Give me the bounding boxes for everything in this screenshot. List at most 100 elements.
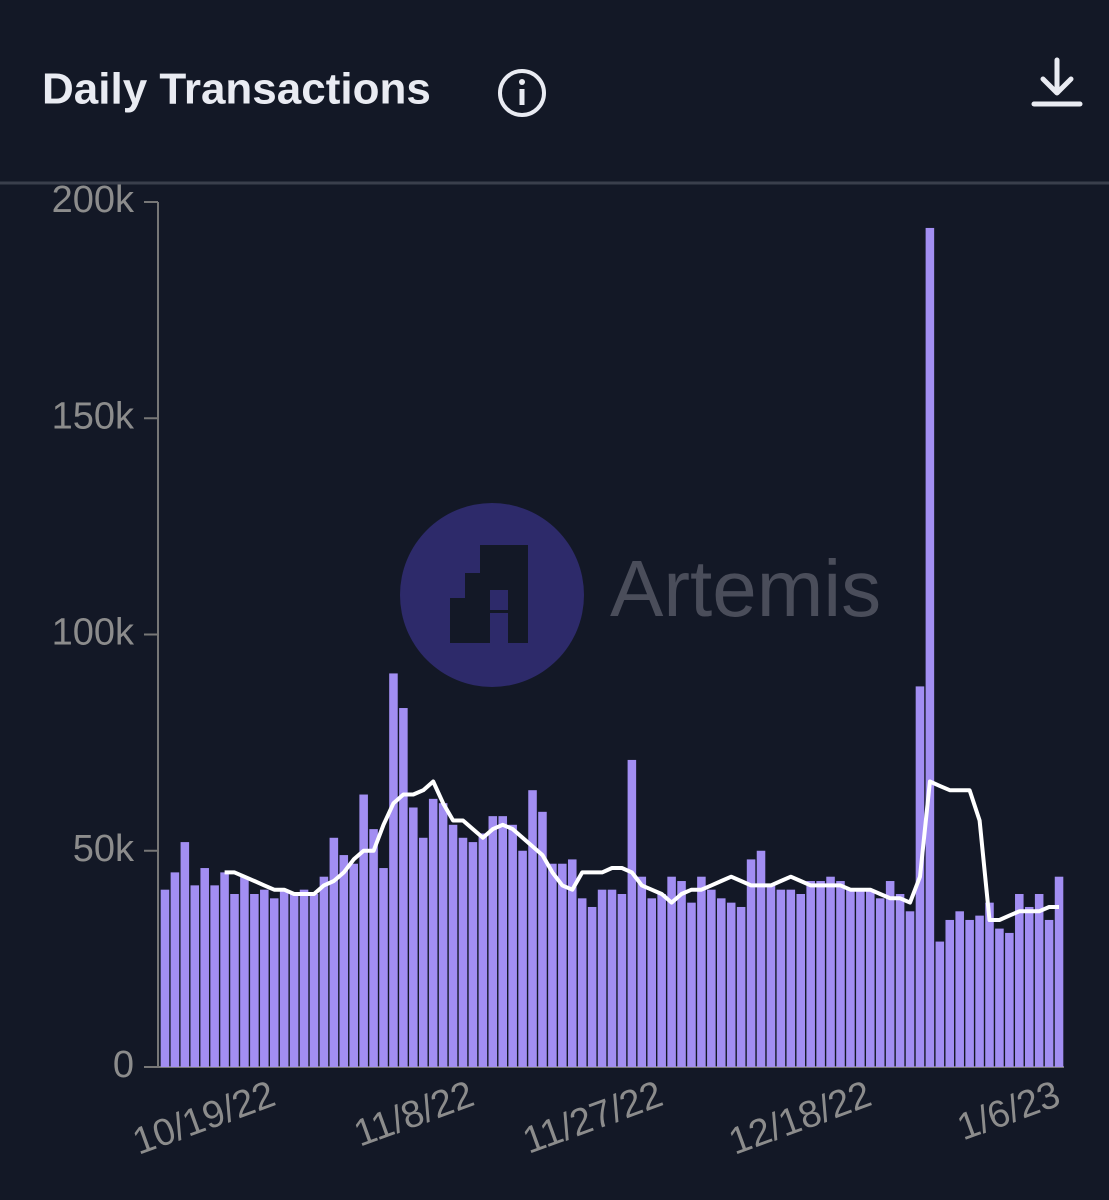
bar [567,859,577,1067]
bar [1044,919,1054,1067]
bar [508,824,517,1067]
bar [220,872,229,1067]
bar [558,863,567,1067]
bar [667,876,676,1067]
bar [369,829,378,1067]
bar [955,911,964,1067]
bar [170,872,180,1067]
bar [1034,894,1044,1067]
bar [786,889,796,1067]
bar [438,803,448,1067]
bar [945,919,955,1067]
bar [269,898,279,1067]
y-tick-label: 150k [52,395,135,437]
bar [965,919,974,1067]
bar [299,889,309,1067]
x-tick-label: 1/6/23 [952,1073,1066,1149]
bar [846,889,855,1067]
bar [866,889,875,1067]
bar [985,902,994,1067]
bar [875,898,885,1067]
bar [895,894,905,1067]
bar [756,850,766,1067]
bar [885,881,895,1067]
bar [975,915,984,1067]
bar [647,898,657,1067]
bar [657,894,666,1067]
bar [538,811,547,1067]
bar [1054,876,1064,1067]
bar [627,759,637,1067]
bar [707,889,716,1067]
download-icon[interactable] [1031,57,1083,107]
bar [190,885,200,1067]
bar [428,798,438,1067]
bar [597,889,607,1067]
bar [1015,894,1024,1067]
bar [468,842,478,1067]
watermark-text: Artemis [610,544,881,633]
bar [409,807,418,1067]
bar [250,894,259,1067]
bar [389,673,398,1067]
y-tick-label: 50k [73,828,135,870]
bar [339,855,349,1067]
bar [1024,906,1034,1067]
bar [826,876,835,1067]
bar [548,863,557,1067]
bar [776,889,786,1067]
bar [498,816,507,1067]
x-tick-label: 12/18/22 [723,1073,876,1163]
watermark: Artemis [400,503,881,687]
bar [717,898,726,1067]
bar [240,876,249,1067]
bar [329,837,339,1067]
bar [736,906,746,1067]
bar [260,889,269,1067]
bar [448,824,458,1067]
bar [796,894,806,1067]
bar [935,941,945,1067]
bar [488,816,498,1067]
y-tick-label: 200k [52,179,135,221]
bar [995,928,1004,1067]
x-tick-label: 10/19/22 [127,1073,280,1163]
x-tick-label: 11/8/22 [349,1073,480,1155]
bar [905,911,915,1067]
info-icon[interactable] [498,69,546,117]
bar [607,889,617,1067]
bar [806,881,815,1067]
bar [319,876,329,1067]
y-tick-label: 0 [113,1044,134,1086]
bar [289,894,299,1067]
bar [726,902,736,1067]
bar [677,881,686,1067]
bar [458,837,468,1067]
bar [836,881,845,1067]
bar [746,859,756,1067]
bar [766,885,776,1067]
bar [279,889,289,1067]
bar [200,868,209,1067]
bar [637,876,647,1067]
bar [617,894,627,1067]
bar [856,889,865,1067]
bar [816,881,825,1067]
bar [180,842,190,1067]
bar [160,889,170,1067]
bar [359,794,368,1067]
bar [230,894,239,1067]
x-tick-label: 11/27/22 [517,1073,668,1162]
bar [925,227,935,1067]
bar [528,790,537,1067]
bar [687,902,696,1067]
bar [379,868,388,1067]
bar [577,898,587,1067]
bar [1005,932,1014,1067]
chart-title: Daily Transactions [42,65,431,114]
bar [349,863,358,1067]
bar [478,833,488,1067]
bar [399,708,408,1067]
